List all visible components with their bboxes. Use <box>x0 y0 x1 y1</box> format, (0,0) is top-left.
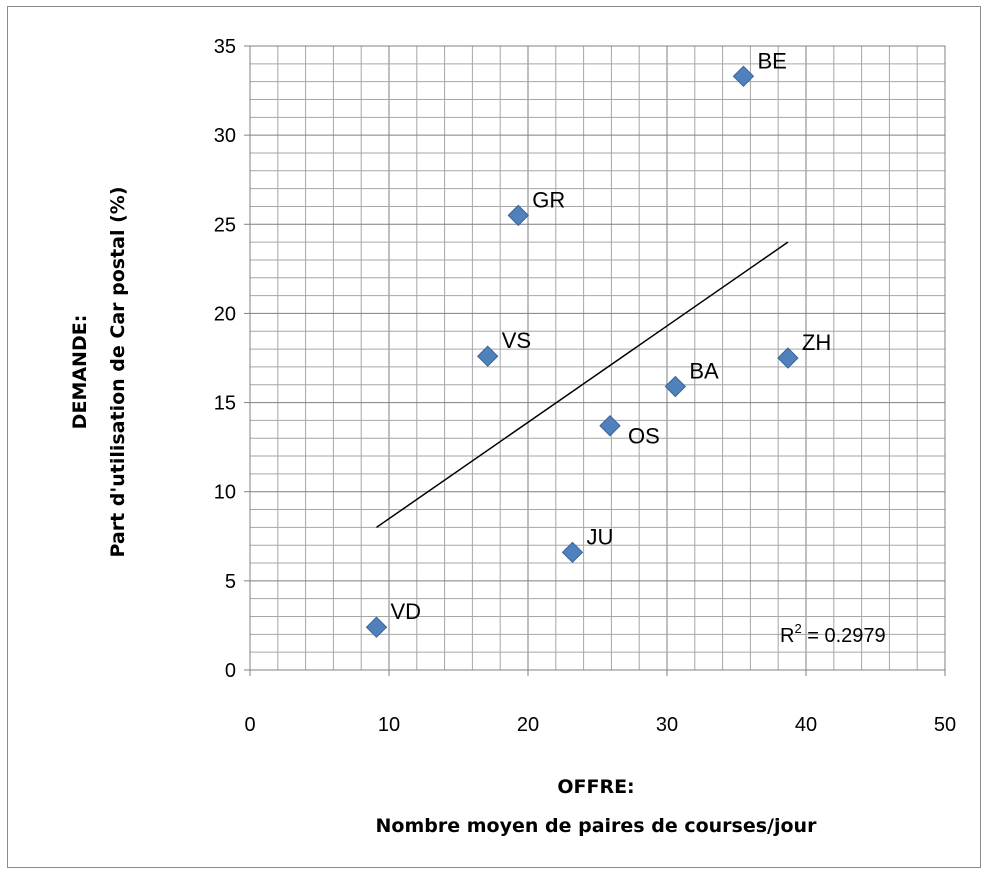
y-axis-title-line1: DEMANDE: <box>69 315 91 430</box>
y-tick-label: 20 <box>214 303 236 325</box>
point-label-ba: BA <box>689 359 719 384</box>
x-tick-label: 40 <box>795 714 817 736</box>
y-tick-label: 0 <box>225 660 236 682</box>
point-label-ju: JU <box>586 524 613 549</box>
x-axis-ticks: 0 10 20 30 40 50 <box>244 670 956 736</box>
point-label-os: OS <box>628 424 660 449</box>
plot-area-border <box>249 45 946 671</box>
data-point-os <box>599 415 621 437</box>
trendline <box>376 241 789 528</box>
point-label-vs: VS <box>502 328 531 353</box>
x-axis-title-line2: Nombre moyen de paires de courses/jour <box>376 815 818 837</box>
point-label-vd: VD <box>390 599 421 624</box>
data-point-vd <box>365 616 388 638</box>
data-point-ba <box>664 375 687 398</box>
data-point-vs <box>476 345 499 367</box>
point-label-zh: ZH <box>802 330 831 355</box>
point-label-be: BE <box>757 48 786 73</box>
y-tick-label: 35 <box>214 36 236 58</box>
chart-frame <box>7 6 981 868</box>
y-tick-label: 25 <box>214 214 236 236</box>
data-point-be <box>732 65 755 88</box>
y-axis-title-line2: Part d'utilisation de Car postal (%) <box>107 186 129 557</box>
x-axis-title-line1: OFFRE: <box>557 776 634 798</box>
r-squared-label: R2 = 0.2979 <box>780 621 886 647</box>
y-tick-label: 5 <box>225 571 236 593</box>
data-point-zh <box>777 347 799 369</box>
y-axis-ticks: 0 5 10 15 20 25 30 35 <box>214 36 250 682</box>
point-labels: BE GR VS ZH BA OS JU VD <box>390 48 831 624</box>
data-point-ju <box>561 541 584 564</box>
x-tick-label: 0 <box>244 714 255 736</box>
x-tick-label: 10 <box>378 714 400 736</box>
data-point-gr <box>507 204 529 227</box>
data-points <box>365 65 799 638</box>
point-label-gr: GR <box>532 187 565 212</box>
chart-grid <box>249 45 946 671</box>
y-tick-label: 15 <box>214 393 236 415</box>
x-tick-label: 30 <box>656 714 678 736</box>
x-tick-label: 50 <box>934 714 956 736</box>
x-tick-label: 20 <box>517 714 539 736</box>
y-tick-label: 30 <box>214 125 236 147</box>
y-tick-label: 10 <box>214 482 236 504</box>
